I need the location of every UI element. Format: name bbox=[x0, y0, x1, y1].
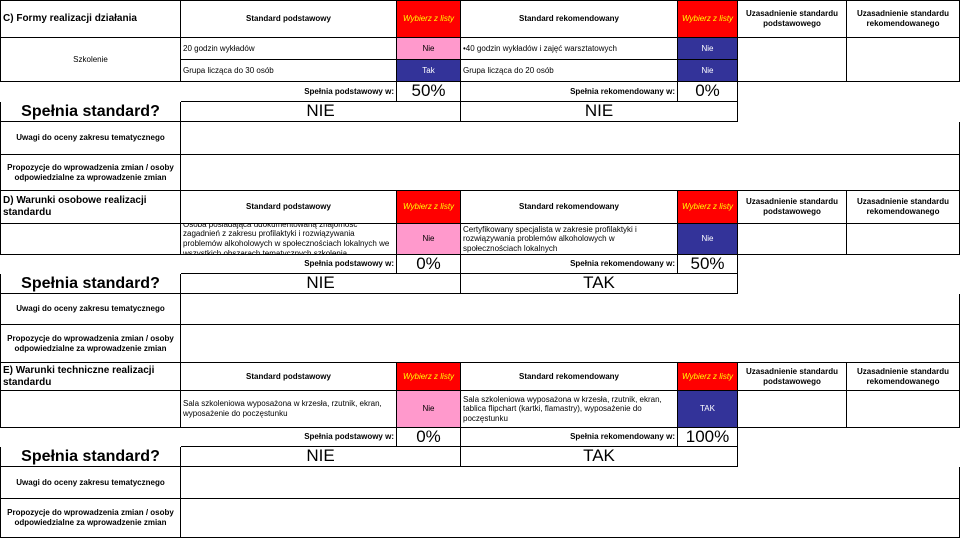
section-e-justification-rec[interactable] bbox=[847, 391, 960, 428]
section-e-proposals-input[interactable] bbox=[181, 499, 960, 538]
section-e-meets-basic-pct: 0% bbox=[397, 428, 461, 447]
section-d-title: D) Warunki osobowe realizacji standardu bbox=[0, 191, 181, 224]
section-c-proposals-label: Propozycje do wprowadzenia zmian / osoby… bbox=[0, 155, 181, 191]
section-c-standard-rec-header: Standard rekomendowany bbox=[461, 0, 678, 38]
section-e-rec-select[interactable]: Wybierz z listy bbox=[678, 363, 738, 391]
section-e-title: E) Warunki techniczne realizacji standar… bbox=[0, 363, 181, 391]
section-c-row-label: Szkolenie bbox=[0, 38, 181, 82]
section-d-justification-basic[interactable] bbox=[738, 224, 847, 255]
section-d-meets-standard-label: Spełnia standard? bbox=[0, 274, 181, 294]
section-c-meets-basic-label: Spełnia podstawowy w: bbox=[181, 82, 397, 102]
section-e-basic-value[interactable]: Nie bbox=[397, 391, 461, 428]
section-c-remarks-input[interactable] bbox=[181, 122, 960, 155]
section-d-remarks-input[interactable] bbox=[181, 294, 960, 325]
section-c-standard-basic-header: Standard podstawowy bbox=[181, 0, 397, 38]
section-c-title: C) Formy realizacji działania bbox=[0, 0, 181, 38]
section-d-justification-rec-header: Uzasadnienie standardu rekomendowanego bbox=[847, 191, 960, 224]
section-d-meets-basic-pct: 0% bbox=[397, 255, 461, 274]
section-d-row-label bbox=[0, 224, 181, 255]
section-c-rec-select[interactable]: Wybierz z listy bbox=[678, 0, 738, 38]
section-e-meets-standard-label: Spełnia standard? bbox=[0, 447, 181, 467]
section-d-rec-value[interactable]: Nie bbox=[678, 224, 738, 255]
section-c-basic-value-2[interactable]: Tak bbox=[397, 60, 461, 82]
section-c-rec-criterion-2: Grupa licząca do 20 osób bbox=[461, 60, 678, 82]
section-c-meets-rec-label: Spełnia rekomendowany w: bbox=[461, 82, 678, 102]
section-d-standard-basic-header: Standard podstawowy bbox=[181, 191, 397, 224]
section-c-rec-value-1[interactable]: Nie bbox=[678, 38, 738, 60]
section-d-proposals-label: Propozycje do wprowadzenia zmian / osoby… bbox=[0, 325, 181, 363]
section-d-justification-rec[interactable] bbox=[847, 224, 960, 255]
section-e-basic-criterion: Sala szkoleniowa wyposażona w krzesła, r… bbox=[181, 391, 397, 428]
section-d-basic-value[interactable]: Nie bbox=[397, 224, 461, 255]
section-c-basic-value-1[interactable]: Nie bbox=[397, 38, 461, 60]
section-e-justification-basic[interactable] bbox=[738, 391, 847, 428]
section-e-meets-basic-label: Spełnia podstawowy w: bbox=[181, 428, 397, 447]
section-e-remarks-input[interactable] bbox=[181, 467, 960, 499]
section-c-basic-criterion-1: 20 godzin wykładów bbox=[181, 38, 397, 60]
section-c-proposals-input[interactable] bbox=[181, 155, 960, 191]
section-d-verdict-basic: NIE bbox=[181, 274, 461, 294]
section-e-meets-rec-pct: 100% bbox=[678, 428, 738, 447]
section-d-proposals-input[interactable] bbox=[181, 325, 960, 363]
section-c-verdict-rec: NIE bbox=[461, 102, 738, 122]
section-e-basic-select[interactable]: Wybierz z listy bbox=[397, 363, 461, 391]
section-d-rec-criterion: Certyfikowany specjalista w zakresie pro… bbox=[461, 224, 678, 255]
section-e-meets-rec-label: Spełnia rekomendowany w: bbox=[461, 428, 678, 447]
section-c-meets-standard-label: Spełnia standard? bbox=[0, 102, 181, 122]
section-c-rec-value-2[interactable]: Nie bbox=[678, 60, 738, 82]
section-c-rec-criterion-1: •40 godzin wykładów i zajęć warsztatowyc… bbox=[461, 38, 678, 60]
section-c-remarks-label: Uwagi do oceny zakresu tematycznego bbox=[0, 122, 181, 155]
section-e-rec-value[interactable]: TAK bbox=[678, 391, 738, 428]
section-c-meets-basic-pct: 50% bbox=[397, 82, 461, 102]
section-c-verdict-basic: NIE bbox=[181, 102, 461, 122]
section-c-justification-basic-header: Uzasadnienie standardu podstawowego bbox=[738, 0, 847, 38]
section-d-meets-rec-label: Spełnia rekomendowany w: bbox=[461, 255, 678, 274]
section-c-meets-rec-pct: 0% bbox=[678, 82, 738, 102]
section-e-rec-criterion: Sala szkoleniowa wyposażona w krzesła, r… bbox=[461, 391, 678, 428]
section-d-verdict-rec: TAK bbox=[461, 274, 738, 294]
section-e-proposals-label: Propozycje do wprowadzenia zmian / osoby… bbox=[0, 499, 181, 538]
section-c-basic-select[interactable]: Wybierz z listy bbox=[397, 0, 461, 38]
section-d-standard-rec-header: Standard rekomendowany bbox=[461, 191, 678, 224]
section-c-basic-criterion-2: Grupa licząca do 30 osób bbox=[181, 60, 397, 82]
section-c-justification-rec-header: Uzasadnienie standardu rekomendowanego bbox=[847, 0, 960, 38]
section-e-verdict-rec: TAK bbox=[461, 447, 738, 467]
section-d-basic-select[interactable]: Wybierz z listy bbox=[397, 191, 461, 224]
section-e-standard-rec-header: Standard rekomendowany bbox=[461, 363, 678, 391]
section-d-remarks-label: Uwagi do oceny zakresu tematycznego bbox=[0, 294, 181, 325]
section-e-justification-basic-header: Uzasadnienie standardu podstawowego bbox=[738, 363, 847, 391]
section-e-remarks-label: Uwagi do oceny zakresu tematycznego bbox=[0, 467, 181, 499]
section-e-verdict-basic: NIE bbox=[181, 447, 461, 467]
section-e-justification-rec-header: Uzasadnienie standardu rekomendowanego bbox=[847, 363, 960, 391]
section-e-standard-basic-header: Standard podstawowy bbox=[181, 363, 397, 391]
section-d-rec-select[interactable]: Wybierz z listy bbox=[678, 191, 738, 224]
section-d-justification-basic-header: Uzasadnienie standardu podstawowego bbox=[738, 191, 847, 224]
section-c-justification-rec[interactable] bbox=[847, 38, 960, 82]
section-d-meets-rec-pct: 50% bbox=[678, 255, 738, 274]
section-d-basic-criterion: Osoba posiadająca udokumentowaną znajomo… bbox=[181, 224, 397, 255]
section-d-meets-basic-label: Spełnia podstawowy w: bbox=[181, 255, 397, 274]
section-c-justification-basic[interactable] bbox=[738, 38, 847, 82]
section-e-row-label bbox=[0, 391, 181, 428]
